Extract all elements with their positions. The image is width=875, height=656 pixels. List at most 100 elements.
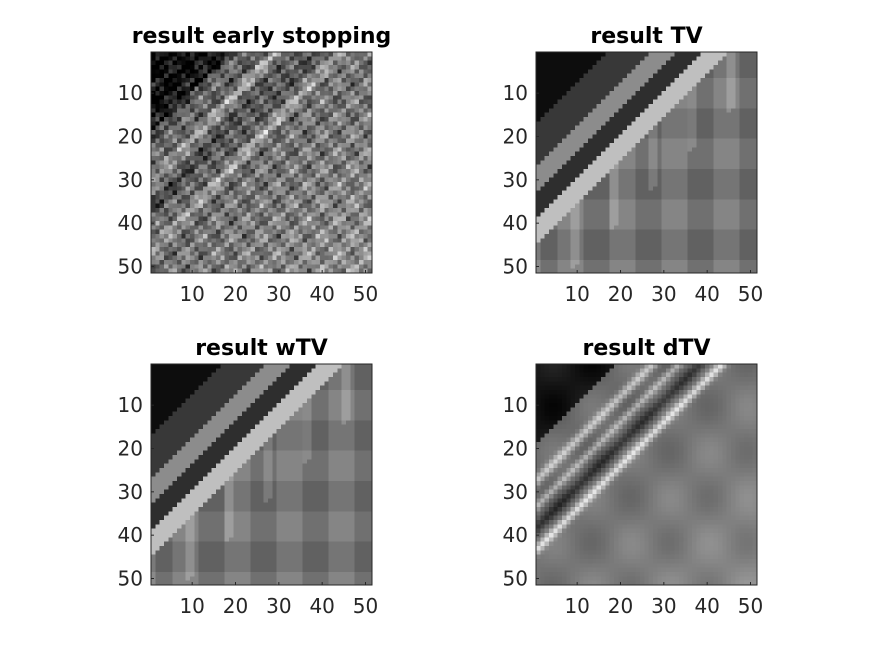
- pixel: [311, 160, 316, 165]
- pixel: [705, 52, 710, 57]
- pixel: [298, 195, 303, 200]
- pixel: [320, 74, 325, 79]
- pixel: [316, 147, 321, 152]
- pixel: [329, 225, 334, 230]
- pixel: [605, 251, 610, 256]
- pixel: [653, 152, 658, 157]
- pixel: [662, 169, 667, 174]
- pixel: [601, 243, 606, 248]
- pixel: [670, 104, 675, 109]
- pixel: [337, 225, 342, 230]
- pixel: [549, 217, 554, 222]
- pixel: [203, 126, 208, 131]
- pixel: [623, 217, 628, 222]
- pixel: [705, 217, 710, 222]
- pixel: [255, 100, 260, 105]
- pixel: [562, 247, 567, 252]
- pixel: [363, 74, 368, 79]
- pixel: [640, 65, 645, 70]
- pixel: [571, 130, 576, 135]
- pixel: [644, 156, 649, 161]
- pixel: [199, 121, 204, 126]
- pixel: [727, 217, 732, 222]
- pixel: [190, 238, 195, 243]
- pixel: [553, 204, 558, 209]
- pixel: [536, 208, 541, 213]
- pixel: [220, 260, 225, 265]
- pixel: [614, 126, 619, 131]
- pixel: [229, 221, 234, 226]
- pixel: [679, 139, 684, 144]
- pixel: [688, 152, 693, 157]
- pixel: [666, 191, 671, 196]
- pixel: [618, 65, 623, 70]
- pixel: [618, 121, 623, 126]
- pixel: [722, 117, 727, 122]
- pixel: [662, 78, 667, 83]
- pixel: [255, 191, 260, 196]
- pixel: [748, 225, 753, 230]
- pixel: [679, 82, 684, 87]
- pixel: [155, 182, 160, 187]
- pixel: [709, 238, 714, 243]
- pixel: [592, 139, 597, 144]
- pixel: [553, 134, 558, 139]
- pixel: [636, 204, 641, 209]
- pixel: [566, 156, 571, 161]
- pixel: [155, 208, 160, 213]
- pixel: [233, 251, 238, 256]
- pixel: [748, 247, 753, 252]
- pixel: [303, 165, 308, 170]
- pixel: [359, 208, 364, 213]
- pixel: [553, 121, 558, 126]
- pixel: [203, 143, 208, 148]
- pixel: [566, 61, 571, 66]
- pixel: [714, 208, 719, 213]
- pixel: [186, 230, 191, 235]
- pixel: [618, 169, 623, 174]
- pixel: [627, 91, 632, 96]
- pixel: [601, 104, 606, 109]
- pixel: [575, 186, 580, 191]
- pixel: [731, 61, 736, 66]
- pixel: [307, 87, 312, 92]
- pixel: [294, 178, 299, 183]
- pixel: [246, 230, 251, 235]
- pixel: [631, 234, 636, 239]
- pixel: [168, 165, 173, 170]
- pixel: [748, 100, 753, 105]
- pixel: [355, 61, 360, 66]
- pixel: [194, 165, 199, 170]
- pixel: [579, 78, 584, 83]
- pixel: [714, 182, 719, 187]
- pixel: [605, 65, 610, 70]
- pixel: [579, 100, 584, 105]
- pixel: [155, 225, 160, 230]
- pixel: [675, 139, 680, 144]
- pixel: [536, 65, 541, 70]
- pixel: [631, 165, 636, 170]
- pixel: [575, 247, 580, 252]
- pixel: [705, 61, 710, 66]
- pixel: [540, 208, 545, 213]
- pixel: [155, 121, 160, 126]
- pixel: [316, 108, 321, 113]
- pixel: [705, 91, 710, 96]
- pixel: [251, 152, 256, 157]
- pixel: [251, 108, 256, 113]
- pixel: [666, 126, 671, 131]
- pixel: [181, 182, 186, 187]
- pixel: [277, 65, 282, 70]
- pixel: [316, 182, 321, 187]
- pixel: [355, 134, 360, 139]
- pixel: [281, 221, 286, 226]
- pixel: [597, 121, 602, 126]
- pixel: [173, 100, 178, 105]
- pixel: [316, 217, 321, 222]
- pixel: [186, 152, 191, 157]
- pixel: [748, 165, 753, 170]
- pixel: [186, 91, 191, 96]
- pixel: [320, 160, 325, 165]
- pixel: [342, 156, 347, 161]
- pixel: [718, 191, 723, 196]
